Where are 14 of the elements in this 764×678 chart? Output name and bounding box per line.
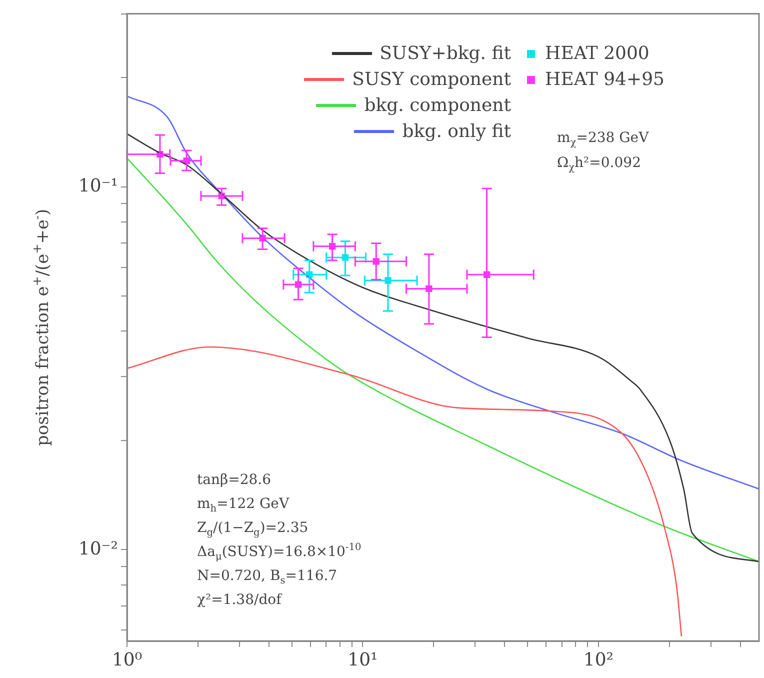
legend-label: HEAT 2000 [545, 43, 650, 64]
x-tick-label: 10⁰ [112, 649, 142, 670]
legend-label: bkg. only fit [402, 121, 511, 142]
annotation: χ²=1.38/dof [197, 592, 284, 608]
y-tick-label: 10⁻¹ [78, 176, 118, 197]
legend-label: HEAT 94+95 [545, 69, 664, 90]
x-tick-label: 10¹ [348, 649, 378, 670]
legend-label: bkg. component [364, 95, 511, 116]
y-axis-title: positron fraction e+/(e++e-) [30, 208, 53, 446]
legend-label: SUSY component [352, 69, 511, 90]
legend-label: SUSY+bkg. fit [380, 43, 511, 64]
x-tick-label: 10² [583, 649, 614, 670]
y-tick-label: 10⁻² [78, 538, 118, 560]
annotation: tanβ=28.6 [197, 472, 272, 488]
